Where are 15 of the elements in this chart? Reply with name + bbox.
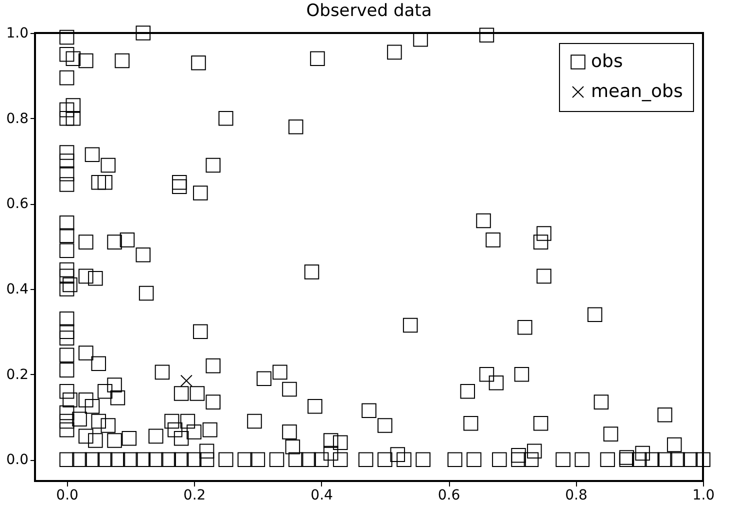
y-tick-label: 0.8 [6,110,28,127]
legend-label: mean_obs [591,81,683,102]
chart-title: Observed data [306,1,432,22]
y-tick-label: 0.2 [6,366,28,383]
y-tick-label: 0.4 [6,282,29,298]
y-tick-label: 0.0 [6,452,28,468]
legend-label: obs [591,51,623,72]
y-tick-label: 1.0 [6,26,28,42]
x-tick-label: 1.0 [692,488,715,504]
x-tick-label: 0.2 [183,488,206,504]
x-tick-label: 0.8 [565,488,588,504]
x-tick-label: 0.6 [438,488,460,504]
y-tick-label: 0.6 [6,196,29,212]
x-tick-label: 0.4 [310,488,334,504]
x-tick-label: 0.0 [56,488,78,504]
